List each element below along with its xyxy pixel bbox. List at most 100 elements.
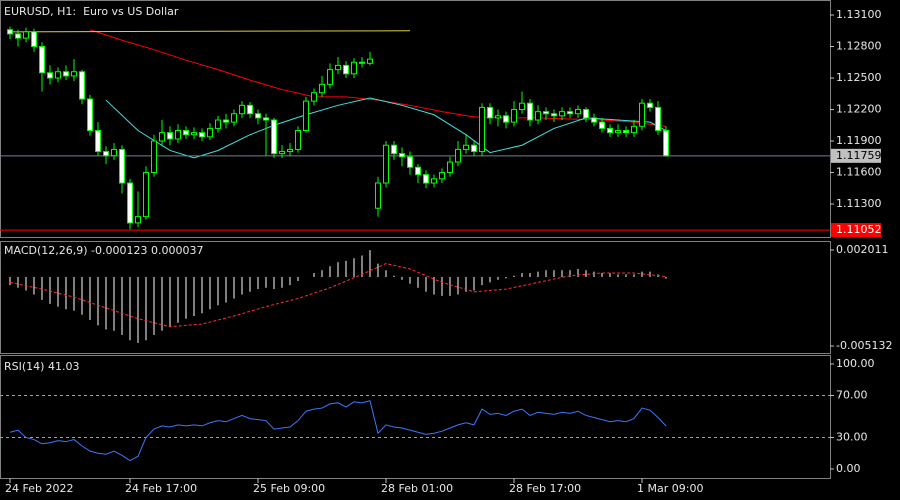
main-title: EURUSD, H1: Euro vs US Dollar xyxy=(4,5,179,18)
rsi-title: RSI(14) 41.03 xyxy=(4,360,79,373)
candle-body xyxy=(559,111,565,117)
candle-body xyxy=(87,98,93,132)
candle-body xyxy=(367,58,373,64)
y-tick-label: 1.11600 xyxy=(836,166,882,179)
candle-body xyxy=(615,130,621,134)
candle-body xyxy=(119,148,125,184)
candle-body xyxy=(263,117,269,121)
rsi-panel-frame xyxy=(0,355,831,479)
candle-body xyxy=(351,61,357,75)
candle-body xyxy=(631,125,637,134)
candle-body xyxy=(215,119,221,129)
candle-body xyxy=(31,31,37,48)
candle-body xyxy=(495,115,501,119)
candle-body xyxy=(407,156,413,168)
candle-body xyxy=(135,216,141,224)
candle-body xyxy=(655,106,661,132)
candle-body xyxy=(575,109,581,115)
candle-body xyxy=(567,111,573,115)
y-tick-label: 1.13100 xyxy=(836,8,882,21)
candle-body xyxy=(143,172,149,218)
x-tick-label: 28 Feb 17:00 xyxy=(509,482,581,495)
y-tick-label: 0.002011 xyxy=(836,243,889,256)
candle-body xyxy=(127,182,133,224)
y-tick-label: 1.12800 xyxy=(836,40,882,53)
candle-body xyxy=(279,151,285,155)
candle-body xyxy=(223,119,229,123)
candle-body xyxy=(95,130,101,153)
x-tick-label: 1 Mar 09:00 xyxy=(637,482,703,495)
y-tick-label: 1.11900 xyxy=(836,134,882,147)
candle-body xyxy=(247,104,253,115)
candle-body xyxy=(543,111,549,115)
candle-body xyxy=(391,144,397,155)
moving-average xyxy=(9,30,411,33)
candle-body xyxy=(623,130,629,134)
rsi-line xyxy=(9,400,667,462)
candle-body xyxy=(63,71,69,77)
candle-body xyxy=(487,106,493,119)
level-label-box xyxy=(831,223,881,238)
marks: 1.13100 1.12800 1.12500 1.12200 1.11900 1.116… xyxy=(0,8,892,495)
candle-body xyxy=(503,115,509,123)
candle-body xyxy=(551,113,557,117)
candle-body xyxy=(71,71,77,77)
candle-body xyxy=(191,132,197,136)
candle-body xyxy=(431,178,437,184)
candle-body xyxy=(423,174,429,184)
candle-body xyxy=(199,132,205,138)
candle-body xyxy=(591,117,597,123)
candle-body xyxy=(159,132,165,142)
signal-line xyxy=(9,263,667,328)
level-label: 1.11052 xyxy=(836,223,882,236)
y-tick-label: 1.12500 xyxy=(836,71,882,84)
y-tick-label: 0.00 xyxy=(836,462,861,475)
moving-average xyxy=(105,97,667,159)
x-tick-label: 24 Feb 17:00 xyxy=(125,482,197,495)
candle-body xyxy=(183,130,189,136)
candle-body xyxy=(39,46,45,74)
candle-body xyxy=(23,31,29,39)
macd-panel-frame xyxy=(0,241,831,354)
candle-body xyxy=(15,33,21,39)
candle-body xyxy=(7,29,13,35)
main-panel-frame xyxy=(0,0,831,238)
candle-body xyxy=(383,144,389,184)
candle-body xyxy=(175,130,181,140)
candle-body xyxy=(151,140,157,174)
candle-body xyxy=(111,148,117,157)
candle-body xyxy=(375,182,381,209)
x-tick-label: 24 Feb 2022 xyxy=(5,482,73,495)
candle-body xyxy=(311,92,317,102)
y-tick-label: 1.12200 xyxy=(836,103,882,116)
candle-body xyxy=(583,109,589,119)
candle-body xyxy=(639,102,645,127)
x-tick-label: 25 Feb 09:00 xyxy=(253,482,325,495)
candle-body xyxy=(207,127,213,138)
candle-body xyxy=(287,148,293,153)
candle-body xyxy=(335,64,341,71)
candle-body xyxy=(511,109,517,123)
candle-body xyxy=(55,71,61,79)
candle-body xyxy=(103,151,109,157)
candle-body xyxy=(607,127,613,134)
candle-body xyxy=(527,102,533,121)
candle-body xyxy=(343,64,349,75)
y-tick-label: 70.00 xyxy=(836,388,868,401)
candle-body xyxy=(399,153,405,158)
candle-body xyxy=(319,83,325,94)
candle-body xyxy=(535,111,541,121)
candle-body xyxy=(239,104,245,115)
candle-body xyxy=(455,148,461,163)
candle-body xyxy=(519,102,525,111)
candle-body xyxy=(79,71,85,100)
y-tick-label: 100.00 xyxy=(836,357,875,370)
y-tick-label: -0.005132 xyxy=(836,339,892,352)
candle-body xyxy=(599,121,605,129)
candle-body xyxy=(327,69,333,85)
bid-label-box xyxy=(831,148,881,163)
candle-body xyxy=(47,72,53,79)
